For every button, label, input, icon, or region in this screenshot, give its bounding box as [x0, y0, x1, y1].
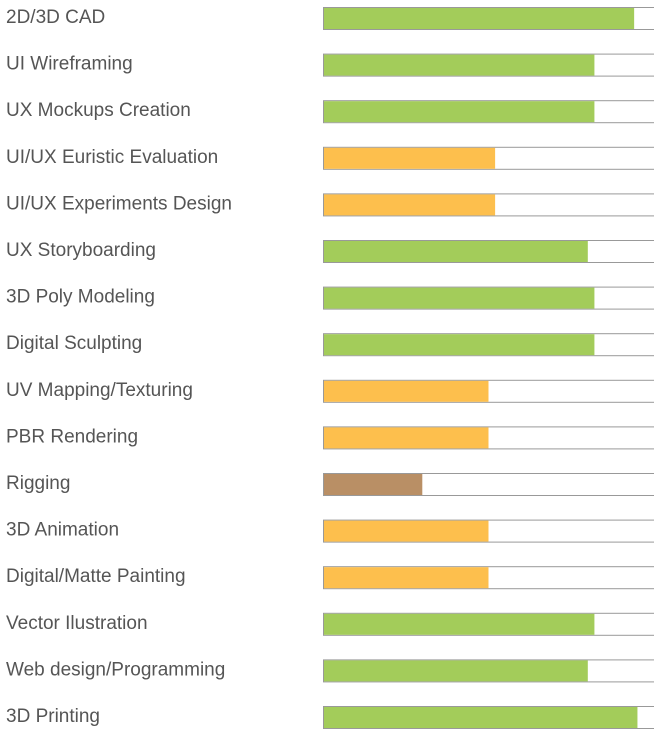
- bar-label: UX Mockups Creation: [6, 100, 191, 121]
- bar: [324, 334, 595, 356]
- bar-label: PBR Rendering: [6, 426, 138, 447]
- bar: [324, 660, 588, 682]
- bar: [324, 380, 489, 402]
- bar: [324, 54, 595, 76]
- bar: [324, 567, 489, 589]
- bar: [324, 707, 638, 728]
- bar: [324, 613, 595, 635]
- bar: [324, 241, 588, 262]
- bar: [324, 287, 595, 309]
- bar-label: Digital/Matte Painting: [6, 566, 186, 587]
- bar: [324, 8, 635, 29]
- bar: [324, 474, 423, 495]
- bar: [324, 427, 489, 449]
- bar-label: Rigging: [6, 473, 70, 494]
- bar-label: UI/UX Euristic Evaluation: [6, 147, 218, 168]
- bar-label: Digital Sculpting: [6, 333, 142, 354]
- bar: [324, 147, 496, 169]
- bar-label: 3D Animation: [6, 520, 119, 541]
- bar-label: 2D/3D CAD: [6, 7, 105, 28]
- bar-label: UI Wireframing: [6, 54, 133, 75]
- bar-label: Web design/Programming: [6, 659, 225, 680]
- bar-label: UV Mapping/Texturing: [6, 380, 193, 401]
- bar-label: 3D Poly Modeling: [6, 287, 155, 308]
- bar: [324, 520, 489, 542]
- bar: [324, 101, 595, 123]
- bar-label: Vector Ilustration: [6, 613, 148, 634]
- bar-label: 3D Printing: [6, 706, 100, 727]
- bar-label: UI/UX Experiments Design: [6, 193, 232, 214]
- bar-label: UX Storyboarding: [6, 240, 156, 261]
- bar: [324, 194, 496, 216]
